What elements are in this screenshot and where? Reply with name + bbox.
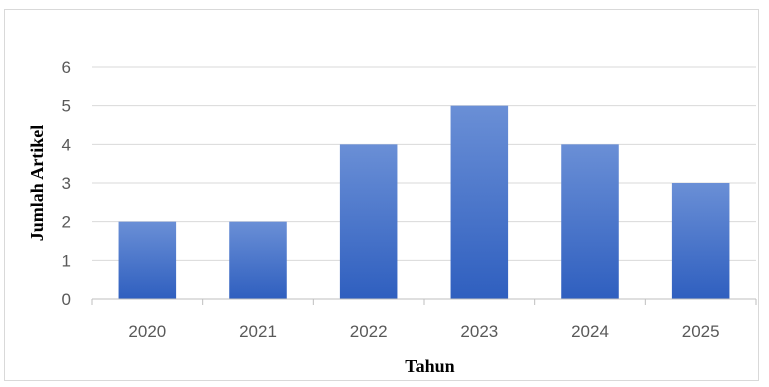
x-tick-label: 2023 [460,322,498,341]
bar-2023 [450,105,509,300]
y-tick-labels: 0 1 2 3 4 5 6 [62,58,71,309]
x-tick-label: 2021 [239,322,277,341]
x-tick-label: 2022 [350,322,388,341]
bar-2022 [339,144,398,299]
x-tick-labels: 2020 2021 2022 2023 2024 2025 [91,299,757,341]
x-tick-label: 2025 [682,322,720,341]
y-axis-title: Jumlah Artikel [27,125,47,242]
y-tick-label: 1 [62,251,71,270]
y-tick-label: 2 [62,213,71,232]
y-tick-label: 4 [62,135,71,154]
y-tick-label: 5 [62,97,71,116]
gridlines [92,66,756,261]
y-tick-label: 6 [62,58,71,77]
bar-2024 [561,144,619,299]
bar-2025 [671,183,730,299]
x-axis-title: Tahun [405,356,454,376]
y-tick-label: 3 [62,174,71,193]
x-tick-label: 2020 [128,322,166,341]
bar-2021 [229,221,287,299]
x-tick-label: 2024 [571,322,609,341]
bar-2020 [118,221,177,299]
y-tick-label: 0 [62,290,71,309]
bars [118,105,730,300]
